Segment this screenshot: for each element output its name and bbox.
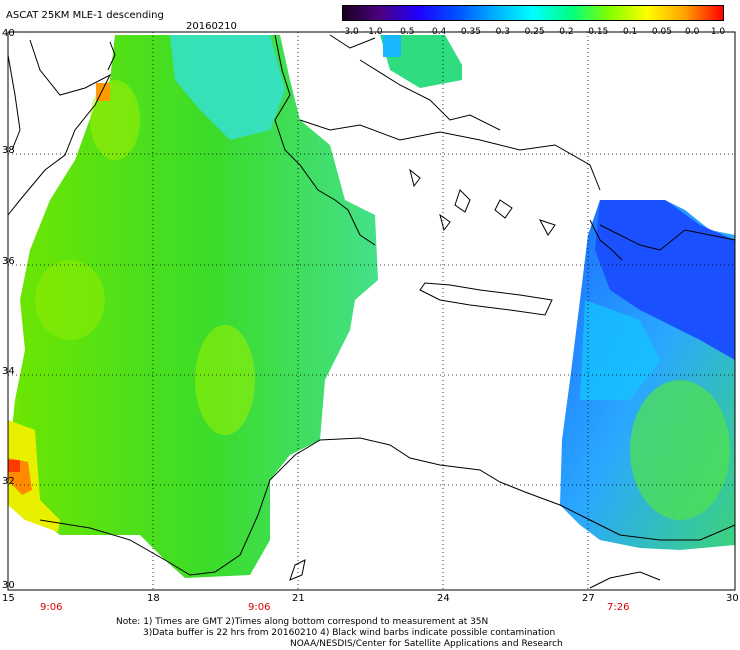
note-line-1: Note: 1) Times are GMT 2)Times along bot… [116,617,489,627]
colorbar-tick-label: 1.0 [710,27,726,37]
colorbar-tick-label: -0.2 [556,27,574,37]
lat-label-38: 38 [2,145,15,156]
west-swath [8,35,378,578]
colorbar-tick-label: -0.35 [457,27,481,37]
colorbar-tick-label: -0.3 [492,27,510,37]
lon-label-21: 21 [292,593,305,604]
coastlines [7,34,736,589]
graticule [8,32,735,590]
colorbar [342,5,724,21]
colorbar-tick-label: -0.05 [648,27,672,37]
lat-label-34: 34 [2,366,15,377]
colorbar-tick-label: -0.4 [428,27,447,37]
time-label-center: 9:06 [248,602,271,613]
lon-label-18: 18 [147,593,160,604]
lon-label-27: 27 [582,593,595,604]
colorbar-tick-label: 0.0 [684,27,700,37]
colorbar-tick-label: -0.5 [396,27,415,37]
time-label-east: 7:26 [607,602,630,613]
lat-label-30: 30 [2,580,15,591]
time-label-west: 9:06 [40,602,63,613]
colorbar-tick-label: -1.0 [365,27,383,37]
colorbar-tick-label: -0.15 [585,27,609,37]
north-swath [380,35,462,88]
note-line-3: NOAA/NESDIS/Center for Satellite Applica… [290,639,563,649]
lon-label-24: 24 [437,593,450,604]
colorbar-tick-label: -0.25 [521,27,545,37]
note-line-2: 3)Data buffer is 22 hrs from 20160210 4)… [143,628,556,638]
colorbar-tick-label: -3.0 [341,27,359,37]
lat-label-40: 40 [2,28,15,39]
lon-label-30: 30 [726,593,739,604]
plot-frame [7,31,736,591]
lat-label-32: 32 [2,476,15,487]
map-title: ASCAT 25KM MLE-1 descending [6,10,164,21]
map-date: 20160210 [186,21,237,32]
colorbar-tick-label: -0.1 [619,27,638,37]
lon-label-15: 15 [2,593,15,604]
lat-label-36: 36 [2,256,15,267]
